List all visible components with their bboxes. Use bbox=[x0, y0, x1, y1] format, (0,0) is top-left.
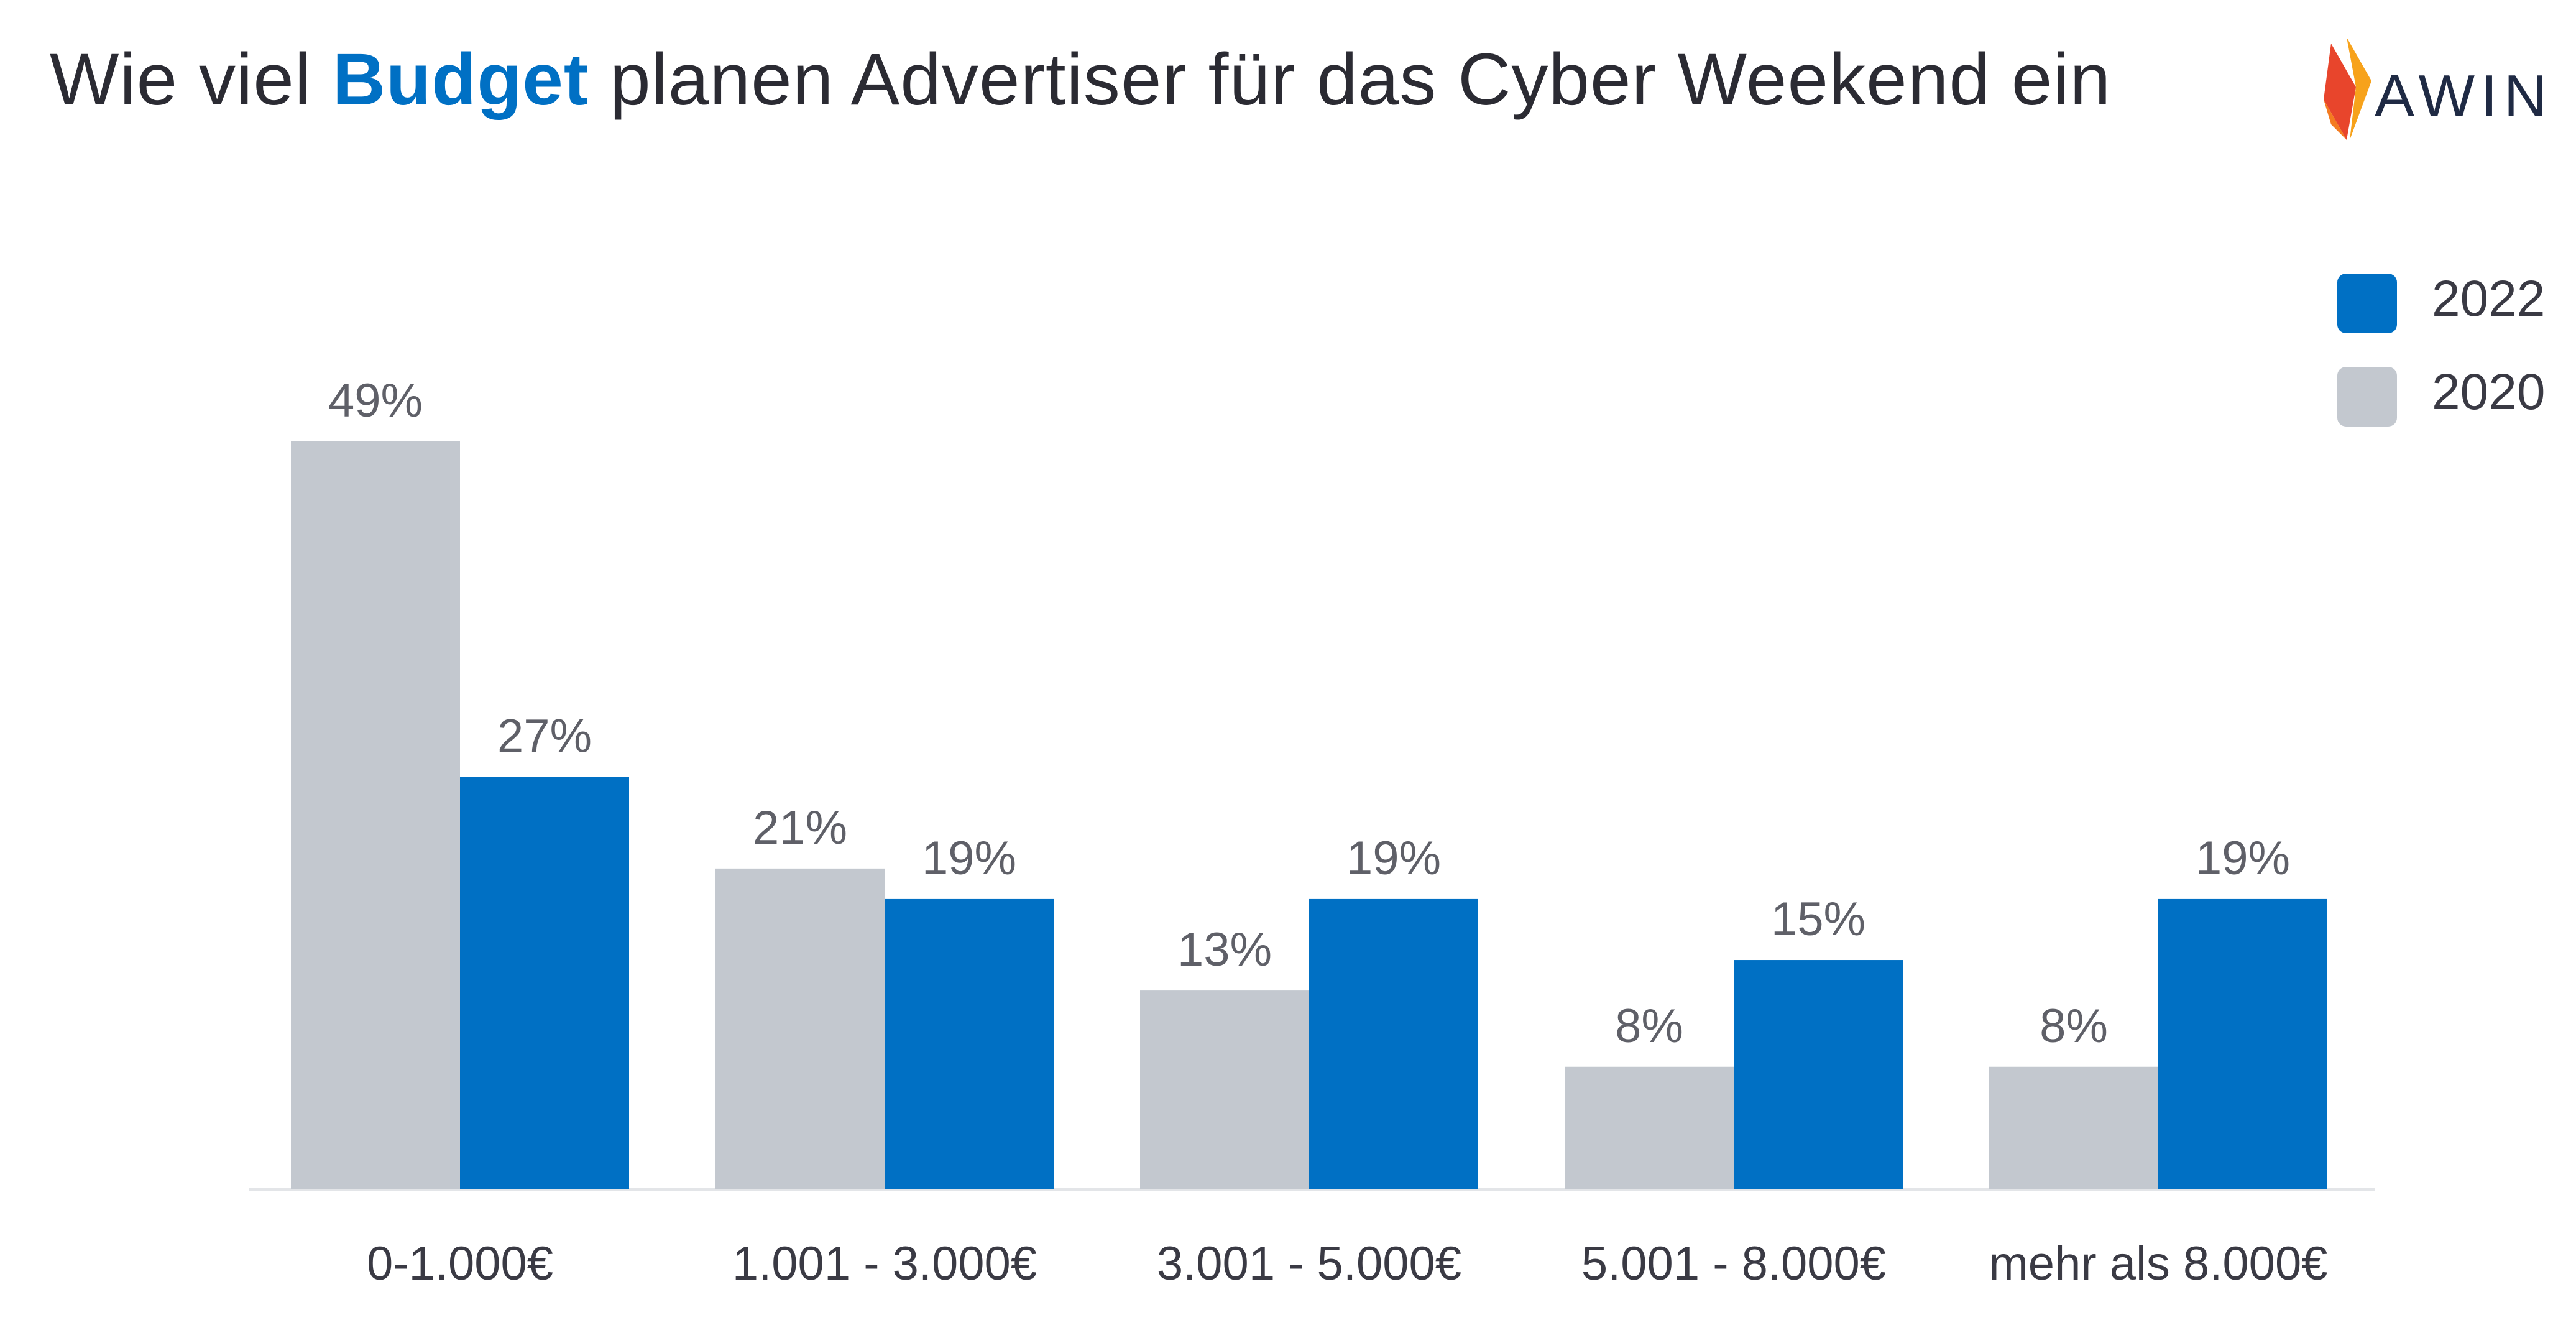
bar-value-label-2020-3: 8% bbox=[1615, 1000, 1683, 1053]
bar-2022-0 bbox=[460, 777, 629, 1189]
bar-2020-2 bbox=[1140, 990, 1309, 1189]
awin-logo-text: AWIN bbox=[2375, 63, 2554, 129]
awin-flame-icon bbox=[2324, 37, 2371, 140]
bar-2022-2 bbox=[1309, 898, 1478, 1189]
bar-2020-3 bbox=[1565, 1066, 1734, 1189]
bar-2022-3 bbox=[1734, 960, 1903, 1189]
category-label-0: 0-1.000€ bbox=[367, 1237, 553, 1290]
bar-value-label-2022-2: 19% bbox=[1346, 832, 1441, 885]
title-highlight: Budget bbox=[332, 39, 589, 121]
legend-swatch-2020 bbox=[2337, 367, 2397, 427]
legend-label-2022: 2022 bbox=[2432, 270, 2546, 327]
legend-swatch-2022 bbox=[2337, 274, 2397, 333]
legend-item-2020: 2020 bbox=[2337, 361, 2576, 454]
bar-2020-1 bbox=[715, 868, 885, 1189]
category-label-3: 5.001 - 8.000€ bbox=[1581, 1237, 1886, 1290]
bar-value-label-2022-0: 27% bbox=[497, 710, 592, 763]
category-label-2: 3.001 - 5.000€ bbox=[1157, 1237, 1461, 1290]
title-prefix: Wie viel bbox=[50, 39, 333, 121]
title-suffix: planen Advertiser für das Cyber Weekend … bbox=[589, 39, 2112, 121]
bar-value-label-2022-4: 19% bbox=[2196, 832, 2290, 885]
awin-logo: AWIN bbox=[2312, 37, 2561, 149]
bar-value-label-2020-0: 49% bbox=[328, 374, 423, 427]
bar-2022-1 bbox=[885, 898, 1054, 1189]
legend-item-2022: 2022 bbox=[2337, 267, 2576, 361]
bar-2020-0 bbox=[291, 441, 460, 1189]
bar-2020-4 bbox=[1989, 1066, 2158, 1189]
category-label-1: 1.001 - 3.000€ bbox=[732, 1237, 1037, 1290]
legend-label-2020: 2020 bbox=[2432, 364, 2546, 420]
bar-2022-4 bbox=[2158, 898, 2327, 1189]
category-label-4: mehr als 8.000€ bbox=[1989, 1237, 2328, 1290]
bar-value-label-2020-4: 8% bbox=[2040, 1000, 2108, 1053]
bar-value-label-2020-1: 21% bbox=[753, 801, 847, 854]
bar-value-label-2022-3: 15% bbox=[1771, 893, 1865, 946]
chart-title: Wie viel Budget planen Advertiser für da… bbox=[50, 37, 2111, 122]
bar-value-label-2022-1: 19% bbox=[922, 832, 1016, 885]
legend: 2022 2020 bbox=[2337, 267, 2576, 454]
bar-value-label-2020-2: 13% bbox=[1177, 923, 1272, 976]
